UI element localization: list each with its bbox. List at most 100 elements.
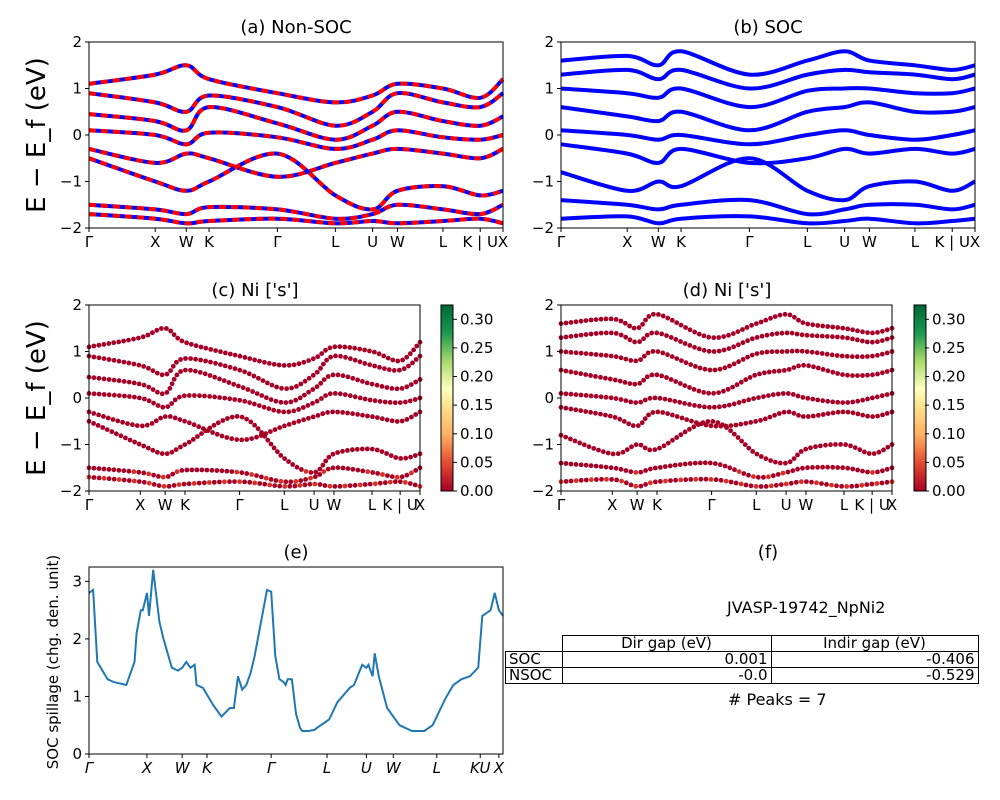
projection-point <box>707 404 712 410</box>
projection-point <box>291 362 297 368</box>
projection-point <box>662 396 668 402</box>
projection-point <box>251 373 257 379</box>
projection-point <box>573 333 579 339</box>
projection-point <box>776 411 782 416</box>
projection-point <box>859 482 865 488</box>
projection-point <box>643 482 648 487</box>
projection-point <box>125 421 130 426</box>
projection-point <box>340 465 346 471</box>
projection-point <box>583 409 589 414</box>
projection-point <box>409 414 414 420</box>
projection-point <box>208 347 214 352</box>
projection-point <box>573 462 579 467</box>
projection-point <box>360 379 365 384</box>
projection-point <box>880 412 885 418</box>
projection-point <box>824 351 830 357</box>
projection-point <box>879 338 885 343</box>
projection-point <box>146 480 152 486</box>
projection-point <box>840 400 846 405</box>
projection-point <box>678 432 684 438</box>
projection-point <box>301 417 306 423</box>
projection-point <box>572 438 578 444</box>
projection-point <box>612 415 618 420</box>
projection-point <box>631 325 637 331</box>
projection-point <box>568 461 574 467</box>
projection-point <box>568 320 574 325</box>
projection-point <box>834 353 840 358</box>
projection-point <box>761 474 766 480</box>
x-tick-label: X <box>141 759 153 777</box>
projection-point <box>222 395 228 401</box>
y-tick-label: −1 <box>532 173 554 191</box>
projection-point <box>596 447 601 453</box>
projection-point <box>123 435 128 441</box>
projection-point <box>825 324 831 329</box>
projection-point <box>101 342 107 347</box>
projection-point <box>618 332 624 338</box>
y-tick-label: 3 <box>72 572 82 590</box>
projection-point <box>150 387 156 392</box>
projection-point <box>824 482 829 487</box>
projection-point <box>820 398 826 404</box>
projection-point <box>247 479 253 485</box>
projection-point <box>809 479 814 485</box>
y-tick-label: 0 <box>544 389 554 407</box>
band-spin-down-line <box>88 128 504 151</box>
projection-point <box>599 476 604 482</box>
projection-point <box>609 477 614 482</box>
projection-point <box>646 314 652 319</box>
projection-point <box>860 329 865 335</box>
projection-point <box>603 464 609 470</box>
projection-point <box>835 409 841 415</box>
projection-point <box>638 399 644 405</box>
projection-point <box>706 334 712 340</box>
projection-point <box>850 399 856 405</box>
projection-point <box>273 398 279 404</box>
projection-point <box>642 416 648 422</box>
projection-point <box>248 419 254 425</box>
projection-point <box>583 332 589 337</box>
projection-point <box>804 332 810 338</box>
projection-point <box>815 412 821 418</box>
band-line <box>560 142 976 166</box>
projection-point <box>659 373 665 379</box>
projection-point <box>206 480 212 485</box>
colorbar-tick-label: 0.15 <box>932 396 965 414</box>
projection-point <box>593 410 598 416</box>
projection-point <box>111 377 117 383</box>
projection-point <box>225 416 230 421</box>
projection-point <box>218 349 223 355</box>
projection-point <box>638 483 644 489</box>
projection-point <box>242 369 248 375</box>
projection-point <box>829 482 834 488</box>
projection-point <box>150 330 155 336</box>
projection-point <box>320 462 326 468</box>
projection-point <box>828 442 833 448</box>
y-tick-label: 1 <box>544 343 554 361</box>
y-axis-label-middle: E − E_f (eV) <box>22 320 52 476</box>
projection-point <box>170 471 176 477</box>
projection-point <box>140 423 145 429</box>
projection-point <box>860 397 865 403</box>
projection-point <box>588 393 594 399</box>
projection-point <box>237 367 243 373</box>
projection-point <box>568 369 574 375</box>
projection-point <box>770 392 776 398</box>
projection-point <box>721 347 727 353</box>
projection-point <box>136 469 142 475</box>
colorbar-tick-label: 0.20 <box>932 368 965 386</box>
projection-point <box>790 468 796 474</box>
projection-point <box>622 320 628 326</box>
projection-point <box>319 351 325 356</box>
projection-point <box>162 414 168 419</box>
projection-point <box>116 477 122 482</box>
gap-table-cell: -0.529 <box>770 667 979 684</box>
projection-point <box>620 449 626 455</box>
projection-point <box>214 468 220 473</box>
projection-point <box>619 478 624 484</box>
gap-table-cell: 0.001 <box>561 651 772 668</box>
projection-point <box>330 372 336 378</box>
projection-point <box>186 393 192 398</box>
projection-point <box>387 400 393 405</box>
projection-point <box>707 367 713 373</box>
